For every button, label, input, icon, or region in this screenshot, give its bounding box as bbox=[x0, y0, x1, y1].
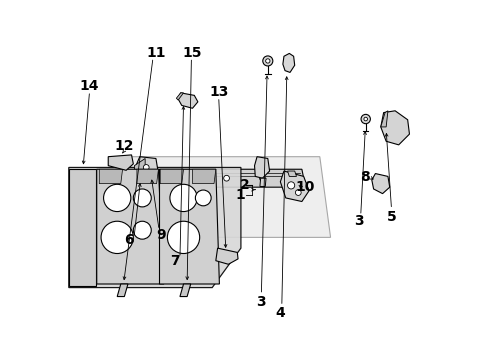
Polygon shape bbox=[215, 248, 238, 264]
Circle shape bbox=[101, 221, 133, 253]
Polygon shape bbox=[280, 171, 308, 202]
Circle shape bbox=[360, 114, 369, 124]
Circle shape bbox=[287, 182, 294, 189]
Polygon shape bbox=[108, 155, 133, 170]
Text: 14: 14 bbox=[80, 79, 99, 93]
Polygon shape bbox=[134, 157, 163, 187]
Polygon shape bbox=[282, 53, 294, 72]
Text: 3: 3 bbox=[256, 295, 265, 309]
Circle shape bbox=[103, 184, 131, 212]
Polygon shape bbox=[134, 158, 145, 170]
Polygon shape bbox=[145, 169, 305, 187]
Circle shape bbox=[143, 165, 149, 170]
Circle shape bbox=[133, 189, 151, 207]
Circle shape bbox=[133, 221, 151, 239]
Text: 7: 7 bbox=[169, 254, 179, 268]
Text: 3: 3 bbox=[354, 214, 364, 228]
Circle shape bbox=[262, 56, 272, 66]
Text: 13: 13 bbox=[208, 85, 228, 99]
Circle shape bbox=[149, 174, 155, 179]
Circle shape bbox=[295, 190, 301, 195]
Polygon shape bbox=[178, 93, 198, 108]
Polygon shape bbox=[97, 169, 163, 284]
Text: 5: 5 bbox=[386, 210, 396, 224]
Text: 6: 6 bbox=[124, 233, 134, 247]
Polygon shape bbox=[380, 111, 387, 127]
Text: 4: 4 bbox=[275, 306, 285, 320]
Circle shape bbox=[167, 221, 199, 253]
Polygon shape bbox=[254, 157, 269, 178]
Polygon shape bbox=[176, 93, 183, 100]
Polygon shape bbox=[260, 178, 265, 186]
Polygon shape bbox=[69, 167, 241, 288]
Text: 1: 1 bbox=[235, 188, 244, 202]
Polygon shape bbox=[380, 111, 408, 145]
Polygon shape bbox=[69, 169, 96, 286]
Circle shape bbox=[187, 175, 193, 181]
Circle shape bbox=[265, 59, 269, 63]
Polygon shape bbox=[180, 284, 190, 297]
Polygon shape bbox=[371, 174, 389, 194]
Polygon shape bbox=[117, 284, 128, 297]
Polygon shape bbox=[137, 169, 158, 184]
Text: 10: 10 bbox=[294, 180, 314, 194]
Polygon shape bbox=[113, 157, 330, 237]
Circle shape bbox=[169, 184, 197, 212]
Text: 12: 12 bbox=[114, 139, 134, 153]
Circle shape bbox=[223, 175, 229, 181]
Text: 2: 2 bbox=[239, 178, 249, 192]
Text: 15: 15 bbox=[183, 46, 202, 60]
Text: 9: 9 bbox=[156, 228, 166, 242]
Circle shape bbox=[259, 175, 265, 181]
Polygon shape bbox=[192, 169, 215, 184]
Circle shape bbox=[195, 190, 211, 206]
Polygon shape bbox=[160, 169, 183, 184]
Polygon shape bbox=[287, 171, 296, 176]
Text: 8: 8 bbox=[359, 170, 369, 184]
Text: 11: 11 bbox=[146, 46, 165, 60]
Polygon shape bbox=[99, 169, 122, 184]
Polygon shape bbox=[159, 169, 219, 284]
Circle shape bbox=[363, 117, 367, 121]
